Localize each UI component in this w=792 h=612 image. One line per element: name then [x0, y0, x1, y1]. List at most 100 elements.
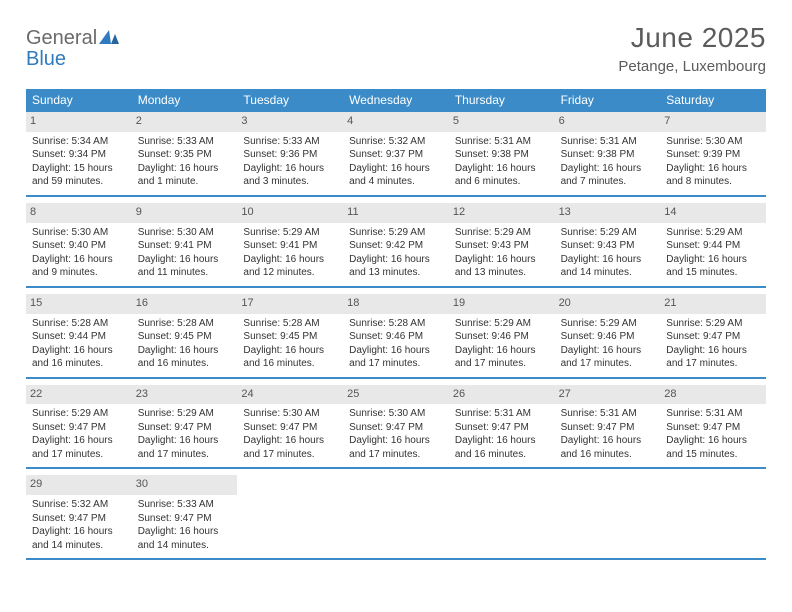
day-ss: Sunset: 9:41 PM — [243, 239, 337, 253]
day-sr: Sunrise: 5:33 AM — [138, 135, 232, 149]
day-sr: Sunrise: 5:30 AM — [666, 135, 760, 149]
day-d1: Daylight: 16 hours — [138, 162, 232, 176]
day-ss: Sunset: 9:42 PM — [349, 239, 443, 253]
day-ss: Sunset: 9:45 PM — [243, 330, 337, 344]
day-d2: and 17 minutes. — [243, 448, 337, 462]
day-ss: Sunset: 9:47 PM — [32, 512, 126, 526]
day-sr: Sunrise: 5:30 AM — [138, 226, 232, 240]
logo-word1: General — [26, 27, 97, 49]
day-ss: Sunset: 9:35 PM — [138, 148, 232, 162]
day-d2: and 17 minutes. — [666, 357, 760, 371]
day-cell: 19Sunrise: 5:29 AMSunset: 9:46 PMDayligh… — [449, 294, 555, 377]
day-ss: Sunset: 9:38 PM — [455, 148, 549, 162]
day-number: 28 — [660, 385, 766, 405]
day-d2: and 8 minutes. — [666, 175, 760, 189]
day-number: 25 — [343, 385, 449, 405]
day-cell: 8Sunrise: 5:30 AMSunset: 9:40 PMDaylight… — [26, 203, 132, 286]
day-ss: Sunset: 9:47 PM — [138, 421, 232, 435]
day-d1: Daylight: 16 hours — [455, 162, 549, 176]
day-ss: Sunset: 9:46 PM — [561, 330, 655, 344]
day-sr: Sunrise: 5:30 AM — [243, 407, 337, 421]
day-ss: Sunset: 9:47 PM — [32, 421, 126, 435]
day-ss: Sunset: 9:34 PM — [32, 148, 126, 162]
day-d1: Daylight: 16 hours — [666, 434, 760, 448]
day-d2: and 15 minutes. — [666, 448, 760, 462]
day-cell — [449, 475, 555, 558]
day-number: 14 — [660, 203, 766, 223]
day-cell: 13Sunrise: 5:29 AMSunset: 9:43 PMDayligh… — [555, 203, 661, 286]
day-d1: Daylight: 16 hours — [561, 162, 655, 176]
day-sr: Sunrise: 5:30 AM — [32, 226, 126, 240]
day-d2: and 16 minutes. — [561, 448, 655, 462]
weekday-monday: Monday — [132, 89, 238, 112]
day-sr: Sunrise: 5:31 AM — [455, 407, 549, 421]
day-d1: Daylight: 16 hours — [138, 525, 232, 539]
day-number: 4 — [343, 112, 449, 132]
day-cell: 4Sunrise: 5:32 AMSunset: 9:37 PMDaylight… — [343, 112, 449, 195]
weekday-sunday: Sunday — [26, 89, 132, 112]
day-number: 2 — [132, 112, 238, 132]
day-cell: 15Sunrise: 5:28 AMSunset: 9:44 PMDayligh… — [26, 294, 132, 377]
day-sr: Sunrise: 5:32 AM — [32, 498, 126, 512]
day-sr: Sunrise: 5:31 AM — [561, 135, 655, 149]
day-ss: Sunset: 9:46 PM — [349, 330, 443, 344]
day-d2: and 3 minutes. — [243, 175, 337, 189]
day-sr: Sunrise: 5:29 AM — [561, 226, 655, 240]
day-cell: 17Sunrise: 5:28 AMSunset: 9:45 PMDayligh… — [237, 294, 343, 377]
day-cell: 5Sunrise: 5:31 AMSunset: 9:38 PMDaylight… — [449, 112, 555, 195]
day-d2: and 17 minutes. — [32, 448, 126, 462]
day-cell: 16Sunrise: 5:28 AMSunset: 9:45 PMDayligh… — [132, 294, 238, 377]
day-number: 24 — [237, 385, 343, 405]
day-number: 21 — [660, 294, 766, 314]
day-number: 18 — [343, 294, 449, 314]
day-d2: and 9 minutes. — [32, 266, 126, 280]
day-sr: Sunrise: 5:29 AM — [666, 317, 760, 331]
day-cell: 14Sunrise: 5:29 AMSunset: 9:44 PMDayligh… — [660, 203, 766, 286]
day-sr: Sunrise: 5:29 AM — [561, 317, 655, 331]
logo-word2: Blue — [26, 48, 66, 70]
day-number: 11 — [343, 203, 449, 223]
day-d1: Daylight: 16 hours — [561, 434, 655, 448]
day-d2: and 16 minutes. — [455, 448, 549, 462]
day-ss: Sunset: 9:43 PM — [561, 239, 655, 253]
day-cell: 24Sunrise: 5:30 AMSunset: 9:47 PMDayligh… — [237, 385, 343, 468]
day-d2: and 12 minutes. — [243, 266, 337, 280]
calendar: Sunday Monday Tuesday Wednesday Thursday… — [26, 89, 766, 560]
page-subtitle: Petange, Luxembourg — [618, 58, 766, 75]
day-number: 27 — [555, 385, 661, 405]
day-sr: Sunrise: 5:28 AM — [138, 317, 232, 331]
day-d2: and 16 minutes. — [243, 357, 337, 371]
logo: General Blue — [26, 22, 119, 70]
day-ss: Sunset: 9:45 PM — [138, 330, 232, 344]
day-d2: and 6 minutes. — [455, 175, 549, 189]
day-sr: Sunrise: 5:33 AM — [138, 498, 232, 512]
day-number: 30 — [132, 475, 238, 495]
week-row: 22Sunrise: 5:29 AMSunset: 9:47 PMDayligh… — [26, 385, 766, 470]
day-number: 1 — [26, 112, 132, 132]
day-sr: Sunrise: 5:29 AM — [138, 407, 232, 421]
day-d2: and 13 minutes. — [455, 266, 549, 280]
day-d1: Daylight: 16 hours — [243, 344, 337, 358]
day-d1: Daylight: 16 hours — [349, 162, 443, 176]
day-d1: Daylight: 16 hours — [32, 344, 126, 358]
day-sr: Sunrise: 5:29 AM — [32, 407, 126, 421]
day-d2: and 14 minutes. — [561, 266, 655, 280]
day-cell: 26Sunrise: 5:31 AMSunset: 9:47 PMDayligh… — [449, 385, 555, 468]
day-d2: and 16 minutes. — [32, 357, 126, 371]
day-number: 26 — [449, 385, 555, 405]
day-ss: Sunset: 9:37 PM — [349, 148, 443, 162]
day-ss: Sunset: 9:36 PM — [243, 148, 337, 162]
day-d2: and 17 minutes. — [561, 357, 655, 371]
day-d2: and 59 minutes. — [32, 175, 126, 189]
day-number: 23 — [132, 385, 238, 405]
day-sr: Sunrise: 5:28 AM — [349, 317, 443, 331]
day-sr: Sunrise: 5:34 AM — [32, 135, 126, 149]
day-d2: and 14 minutes. — [138, 539, 232, 553]
day-sr: Sunrise: 5:31 AM — [666, 407, 760, 421]
day-d2: and 13 minutes. — [349, 266, 443, 280]
weeks-container: 1 Sunrise: 5:34 AMSunset: 9:34 PM Daylight… — [26, 112, 766, 560]
day-d1: Daylight: 16 hours — [138, 253, 232, 267]
day-d1: Daylight: 16 hours — [243, 434, 337, 448]
day-number: 15 — [26, 294, 132, 314]
day-number: 3 — [237, 112, 343, 132]
